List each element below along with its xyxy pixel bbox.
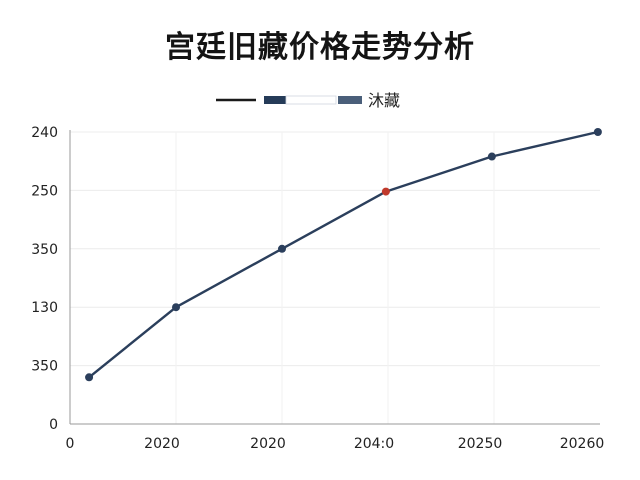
y-tick-labels: 0 350 130 350 250 240 [31,125,58,433]
x-tick-label: 20250 [458,436,503,452]
legend-label: 沐藏 [368,91,400,110]
data-point [172,303,180,312]
series-line [85,128,602,382]
x-tick-label: 204:0 [354,436,394,452]
legend-swatch-dark [264,96,286,104]
y-tick-label: 240 [31,125,58,141]
x-tick-label: 2020 [144,436,180,452]
y-tick-label: 250 [31,183,58,199]
y-tick-label: 350 [31,359,58,375]
legend-swatch-white [285,95,337,105]
x-tick-label: 2020 [250,436,286,452]
data-point [85,373,94,382]
y-tick-label: 130 [31,300,58,316]
series-path [88,130,599,379]
gridlines [70,131,600,424]
data-point [278,244,286,253]
x-tick-label: 20260 [560,436,605,452]
y-tick-label: 350 [31,242,58,258]
axes [69,130,600,425]
x-tick-label: 0 [66,436,75,452]
y-tick-label: 0 [49,417,58,433]
legend: 沐藏 [216,91,400,110]
highlight-point [381,187,390,196]
legend-swatch-slate [338,96,362,104]
x-tick-labels: 0 2020 2020 204:0 20250 20260 [66,436,605,452]
data-point [487,152,496,161]
data-point [593,128,602,136]
chart-title: 宫廷旧藏价格走势分析 [165,30,475,65]
